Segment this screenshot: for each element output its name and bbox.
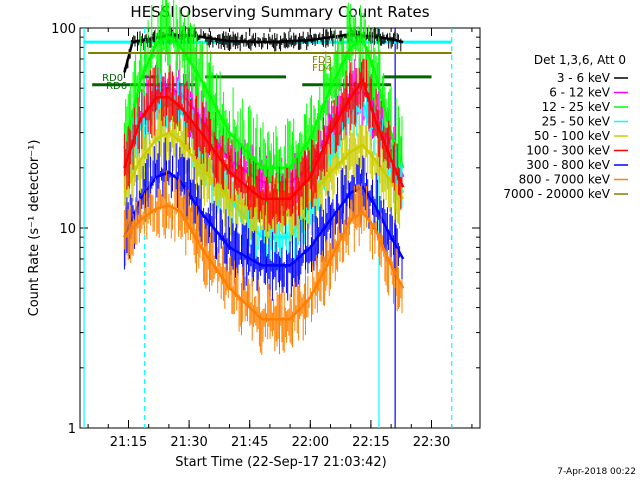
series-800-7000-kev [123, 170, 405, 355]
x-tick-label: 22:00 [292, 435, 329, 450]
legend-label: 800 - 7000 keV [519, 173, 611, 187]
legend-label: 6 - 12 keV [549, 86, 611, 100]
y-tick-label: 100 [51, 22, 76, 37]
chart-title: HESSI Observing Summary Count Rates [130, 3, 429, 21]
legend-label: 7000 - 20000 keV [503, 187, 610, 201]
annotation-label: RD6 [106, 81, 127, 92]
timestamp: 7-Apr-2018 00:22 [557, 467, 636, 477]
legend-label: 25 - 50 keV [542, 115, 611, 129]
legend-label: 300 - 800 keV [526, 158, 610, 172]
x-tick-label: 22:30 [413, 435, 450, 450]
plot-area: 1 10 100 21:15 21:30 21:45 22:00 22:15 22:30 RD6R… [51, 0, 481, 450]
y-axis-label: Count Rate (s⁻¹ detector⁻¹) [27, 140, 42, 317]
x-tick-label: 21:30 [170, 435, 207, 450]
legend-label: 3 - 6 keV [557, 71, 611, 85]
legend-label: 100 - 300 keV [526, 144, 610, 158]
x-tick-label: 21:15 [110, 435, 147, 450]
legend-label: 12 - 25 keV [542, 100, 611, 114]
y-tick-label: 1 [68, 422, 76, 437]
annotation-label: RD0 [102, 73, 123, 84]
x-tick-label: 21:45 [231, 435, 268, 450]
y-tick-label: 10 [59, 222, 76, 237]
annotation-label: FD3 [312, 55, 332, 66]
legend-label: 50 - 100 keV [534, 129, 611, 143]
legend-title: Det 1,3,6, Att 0 [534, 53, 626, 67]
x-tick-label: 22:15 [352, 435, 389, 450]
annotation-label: FD4 [312, 63, 332, 74]
x-axis-label: Start Time (22-Sep-17 21:03:42) [175, 455, 386, 470]
series-100-300-kev [123, 58, 405, 234]
